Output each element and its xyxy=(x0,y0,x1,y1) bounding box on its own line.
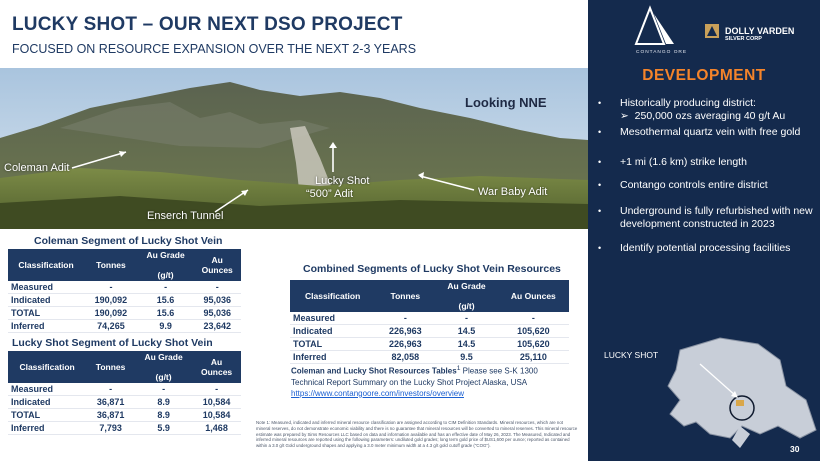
logo-area xyxy=(588,0,820,62)
table-row: TOTAL 190,092 15.6 95,036 xyxy=(8,306,241,320)
resource-note: Coleman and Lucky Shot Resources Tables1… xyxy=(291,363,569,399)
table-row: Indicated 36,871 8.9 10,584 xyxy=(8,395,241,409)
arrow-bullet-icon: ➢ xyxy=(620,110,629,122)
col-au-grade: Au Grade (g/t) xyxy=(435,280,498,312)
mountain-illustration xyxy=(0,68,588,229)
table-row: Measured - - - xyxy=(290,312,569,325)
bullet-dot-icon: • xyxy=(598,157,602,167)
mountain-photo: Coleman Adit Enserch Tunnel Lucky Shot “… xyxy=(0,68,588,229)
col-au-grade: Au Grade (g/t) xyxy=(137,249,194,281)
table-row: Indicated 190,092 15.6 95,036 xyxy=(8,293,241,307)
coleman-table-title: Coleman Segment of Lucky Shot Vein xyxy=(34,235,223,247)
table-row: Indicated 226,963 14.5 105,620 xyxy=(290,324,569,338)
alaska-map-icon xyxy=(667,337,817,448)
label-coleman-adit: Coleman Adit xyxy=(4,162,70,174)
col-classification: Classification xyxy=(8,249,85,281)
label-lucky-shot-500-line2: “500” Adit xyxy=(306,188,354,200)
dolly-varden-sub: SILVER CORP xyxy=(725,36,762,42)
table-row: Inferred 82,058 9.5 25,110 xyxy=(290,350,569,364)
bullet-dot-icon: • xyxy=(598,180,602,190)
table-row: Measured - - - xyxy=(8,281,241,294)
luckyshot-table-title: Lucky Shot Segment of Lucky Shot Vein xyxy=(12,337,213,349)
footnote-marker: 1 xyxy=(456,365,461,372)
dolly-varden-name: DOLLY VARDEN xyxy=(725,26,795,36)
page-number: 30 xyxy=(790,444,800,454)
bullet-dot-icon: • xyxy=(598,206,602,216)
bullet-dot-icon: • xyxy=(598,98,602,108)
coleman-table: Classification Tonnes Au Grade (g/t) Au Ou… xyxy=(8,249,241,333)
table-row: TOTAL 226,963 14.5 105,620 xyxy=(290,337,569,351)
bullet-dot-icon: • xyxy=(598,127,602,137)
table-row: Measured - - - xyxy=(8,383,241,396)
page-title: LUCKY SHOT – OUR NEXT DSO PROJECT xyxy=(12,14,403,35)
bullet-dot-icon: • xyxy=(598,243,602,253)
map-label: LUCKY SHOT xyxy=(604,350,659,360)
resource-note-text: Please see S-K 1300 Technical Report Sum… xyxy=(291,366,538,387)
table-row: Inferred 7,793 5.9 1,468 xyxy=(8,421,241,435)
combined-table-title: Combined Segments of Lucky Shot Vein Res… xyxy=(303,263,561,275)
contango-logo-caption: CONTANGO ORE xyxy=(636,50,688,55)
label-looking-nne: Looking NNE xyxy=(465,95,547,110)
contango-logo-icon xyxy=(634,5,719,45)
col-classification: Classification xyxy=(8,351,87,383)
table-row: Inferred 74,265 9.9 23,642 xyxy=(8,319,241,333)
col-tonnes: Tonnes xyxy=(86,351,135,383)
col-au-ounces: Au Ounces xyxy=(497,280,569,312)
col-classification: Classification xyxy=(290,280,376,312)
label-ensearch-tunnel: Enserch Tunnel xyxy=(147,210,224,222)
col-au-ounces: Au Ounces xyxy=(192,351,241,383)
col-tonnes: Tonnes xyxy=(84,249,138,281)
col-au-ounces: Au Ounces xyxy=(193,249,241,281)
development-heading: DEVELOPMENT xyxy=(642,67,766,84)
label-lucky-shot-500-line1: Lucky Shot xyxy=(315,175,370,187)
combined-table: Classification Tonnes Au Grade (g/t) Au O… xyxy=(290,280,569,364)
col-au-grade: Au Grade (g/t) xyxy=(135,351,193,383)
sub-bullet-item: ➢ 250,000 ozs averaging 40 g/t Au xyxy=(620,110,786,122)
luckyshot-table: Classification Tonnes Au Grade (g/t) Au Ou… xyxy=(8,351,241,435)
table-row: TOTAL 36,871 8.9 10,584 xyxy=(8,408,241,422)
resource-link[interactable]: https://www.contangoore.com/investors/ov… xyxy=(291,388,464,398)
label-war-baby-adit: War Baby Adit xyxy=(478,186,548,198)
page-subtitle: FOCUSED ON RESOURCE EXPANSION OVER THE N… xyxy=(12,42,417,56)
col-tonnes: Tonnes xyxy=(375,280,436,312)
resource-note-title: Coleman and Lucky Shot Resources Tables xyxy=(291,366,457,376)
footnote-fineprint: Note 1: Measured, indicated and inferred… xyxy=(256,420,578,449)
